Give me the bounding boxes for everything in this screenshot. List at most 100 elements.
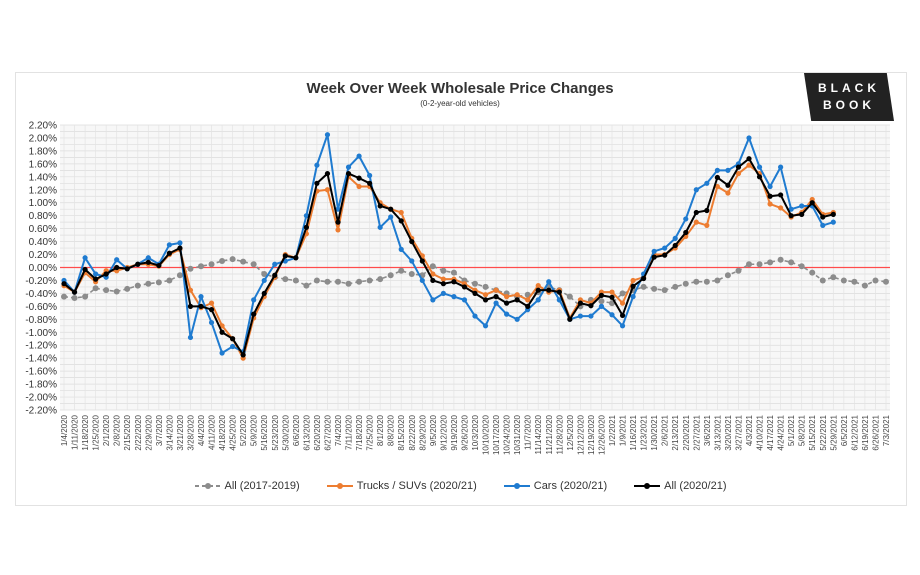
data-point — [345, 280, 352, 287]
data-point — [872, 277, 879, 284]
data-point — [82, 266, 88, 273]
data-point — [767, 193, 773, 199]
series-3 — [61, 156, 836, 358]
x-tick-label: 3/7/2020 — [155, 414, 164, 446]
y-tick-label: 0.40% — [29, 237, 57, 248]
x-tick-label: 7/18/2020 — [355, 414, 364, 450]
x-tick-label: 10/10/2020 — [482, 414, 491, 455]
x-tick-label: 11/14/2020 — [534, 414, 543, 454]
data-point — [324, 187, 331, 193]
x-tick-label: 9/5/2020 — [429, 414, 438, 446]
data-point — [408, 270, 415, 277]
chart-title: Week Over Week Wholesale Price Changes — [306, 80, 614, 97]
x-tick-label: 10/17/2020 — [492, 414, 501, 455]
logo-text-2: BOOK — [823, 98, 875, 112]
x-tick-label: 5/1/2021 — [787, 414, 796, 446]
data-point — [493, 300, 499, 306]
data-point — [788, 206, 794, 212]
data-point — [830, 211, 836, 217]
data-point — [714, 183, 720, 190]
x-tick-label: 3/6/2021 — [703, 414, 712, 446]
data-point — [135, 261, 141, 267]
x-tick-label: 1/9/2021 — [619, 414, 628, 446]
data-point — [208, 300, 215, 306]
y-tick-label: -2.20% — [25, 406, 57, 417]
x-tick-label: 3/28/2020 — [186, 414, 195, 450]
data-point — [482, 292, 489, 298]
data-point — [767, 259, 774, 266]
data-point — [598, 298, 605, 305]
data-point — [567, 316, 573, 322]
x-tick-label: 6/13/2020 — [302, 414, 311, 450]
data-point — [493, 294, 499, 300]
data-point — [714, 277, 721, 284]
data-point — [335, 278, 341, 285]
data-point — [219, 258, 226, 265]
data-point — [725, 167, 731, 173]
y-tick-label: -0.80% — [25, 315, 57, 326]
legend-item: All (2017-2019) — [194, 480, 300, 492]
x-tick-label: 4/25/2020 — [229, 414, 238, 450]
y-tick-label: 1.80% — [29, 146, 57, 157]
data-point — [134, 282, 141, 289]
data-point — [609, 312, 615, 318]
data-point — [809, 269, 816, 276]
x-tick-label: 12/5/2020 — [566, 414, 575, 450]
data-point — [820, 214, 826, 220]
x-tick-label: 11/7/2020 — [524, 414, 533, 450]
data-point — [114, 257, 120, 263]
data-point — [156, 262, 162, 269]
data-point — [324, 278, 331, 285]
data-point — [693, 187, 699, 193]
data-point — [92, 285, 99, 292]
data-point — [588, 303, 594, 309]
data-point — [388, 214, 394, 220]
data-point — [356, 183, 362, 190]
data-point — [398, 209, 404, 216]
x-tick-label: 2/1/2020 — [102, 414, 111, 446]
x-tick-label: 5/30/2020 — [281, 414, 290, 450]
data-point — [261, 270, 268, 277]
x-tick-label: 10/24/2020 — [503, 414, 512, 455]
data-point — [682, 280, 689, 287]
data-point — [546, 279, 552, 285]
data-point — [187, 334, 194, 341]
data-point — [693, 278, 700, 285]
data-point — [419, 277, 425, 284]
data-point — [187, 303, 194, 309]
data-point — [71, 294, 78, 301]
data-point — [704, 207, 710, 214]
x-tick-label: 9/19/2020 — [450, 414, 459, 450]
data-point — [735, 267, 742, 274]
y-tick-label: -0.20% — [25, 276, 57, 287]
data-point — [430, 297, 436, 303]
data-point — [451, 294, 457, 300]
data-point — [345, 170, 352, 177]
x-tick-label: 3/21/2020 — [176, 414, 185, 450]
data-point — [619, 312, 626, 319]
data-point — [293, 255, 299, 261]
x-tick-label: 8/1/2020 — [376, 414, 385, 446]
x-tick-label: 5/22/2021 — [819, 414, 828, 450]
x-tick-label: 7/11/2020 — [345, 414, 354, 450]
data-point — [724, 272, 731, 279]
data-point — [820, 222, 826, 228]
data-point — [514, 292, 520, 298]
data-point — [187, 287, 194, 293]
data-point — [93, 271, 99, 277]
data-point — [778, 192, 784, 198]
y-tick-label: 1.00% — [29, 198, 57, 209]
y-tick-label: 0.20% — [29, 250, 57, 261]
y-tick-label: -1.80% — [25, 380, 57, 391]
x-tick-label: 3/27/2021 — [734, 414, 743, 450]
x-tick-label: 1/18/2020 — [81, 414, 90, 450]
x-tick-label: 1/11/2020 — [71, 414, 80, 450]
legend: All (2017-2019) Trucks / SUVs (2020/21) Ca… — [0, 480, 920, 492]
data-point — [198, 303, 204, 309]
data-point — [778, 205, 784, 211]
data-point — [704, 180, 710, 186]
data-point — [777, 256, 784, 263]
data-point — [661, 287, 668, 294]
data-point — [429, 263, 436, 270]
